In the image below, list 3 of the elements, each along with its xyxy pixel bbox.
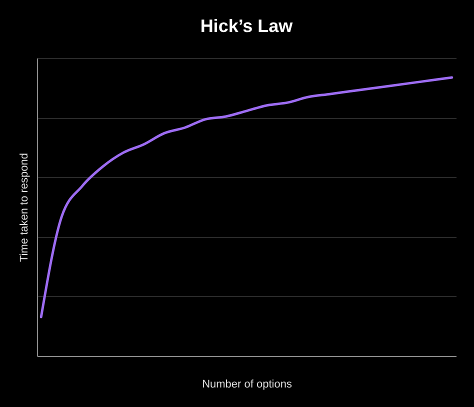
x-axis-title: Number of options — [202, 378, 292, 390]
y-axis-title: Time taken to respond — [18, 152, 30, 262]
chart-title: Hick’s Law — [200, 16, 294, 36]
